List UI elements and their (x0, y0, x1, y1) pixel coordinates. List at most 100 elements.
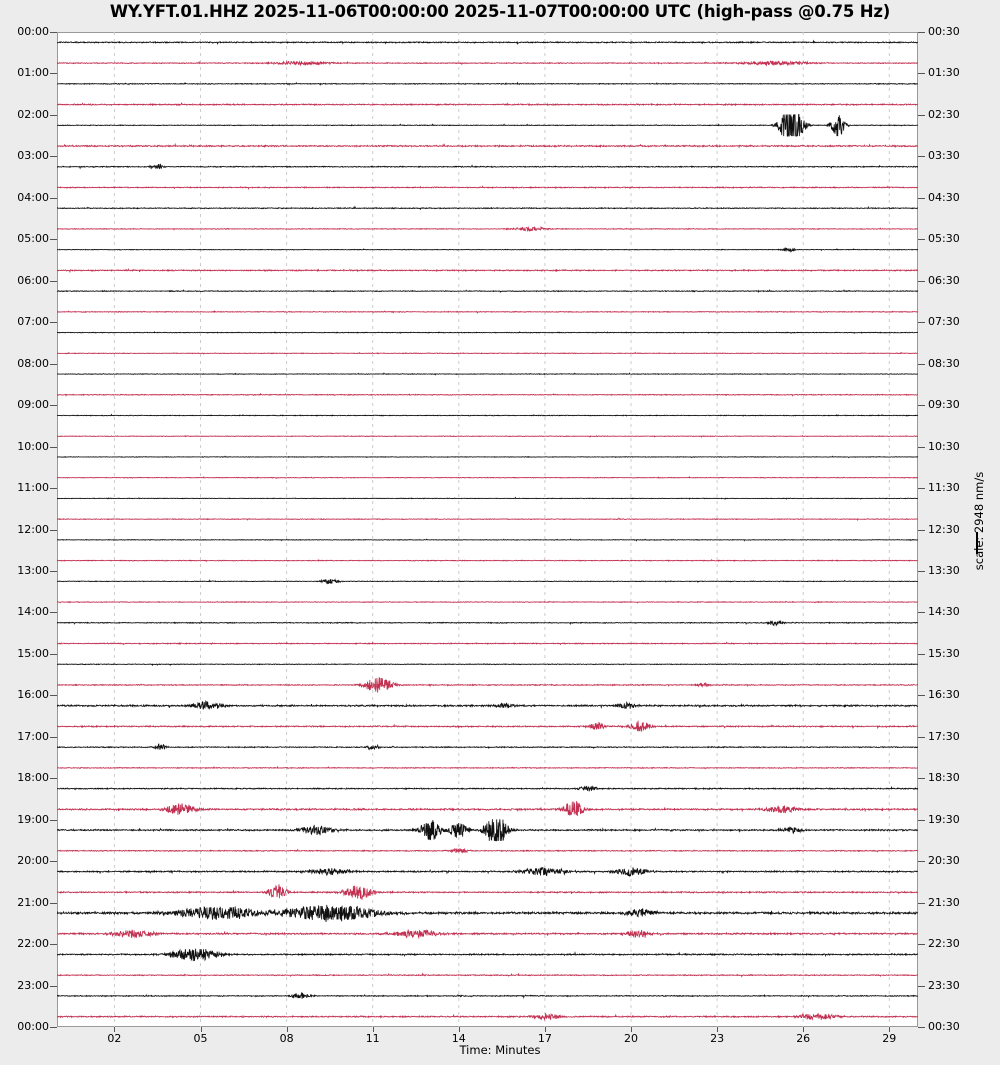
trace-row (57, 539, 918, 541)
x-axis-label: 20 (624, 1032, 638, 1045)
y-axis-tick-right (918, 570, 925, 572)
y-axis-label-left: 20:00 (17, 854, 49, 868)
y-axis-tick-right (918, 778, 925, 780)
seismic-traces (57, 32, 918, 1027)
y-axis-tick-right (918, 861, 925, 863)
y-axis-label-left: 07:00 (17, 315, 49, 329)
y-axis-label-left: 12:00 (17, 522, 49, 536)
y-axis-label-left: 04:00 (17, 190, 49, 204)
y-axis-label-right: 11:30 (928, 481, 960, 495)
y-axis-tick-left (50, 1027, 57, 1028)
y-axis-label-right: 16:30 (928, 688, 960, 702)
x-axis-label: 23 (710, 1032, 725, 1045)
trace-row (57, 767, 918, 769)
x-axis-tick (372, 1027, 374, 1032)
y-axis-label-left: 00:00 (17, 1020, 49, 1033)
y-axis-label-left: 02:00 (17, 107, 49, 121)
y-axis-tick-right (918, 280, 925, 282)
trace-row (57, 643, 918, 645)
y-axis-tick-right (918, 1027, 925, 1028)
helicorder-plot (57, 32, 918, 1027)
x-axis-title: Time: Minutes (459, 1043, 541, 1057)
y-axis-label-right: 00:30 (928, 25, 960, 38)
trace-row (57, 974, 918, 977)
trace-row (57, 144, 918, 147)
y-axis-tick-right (918, 736, 925, 738)
trace-row (57, 61, 918, 65)
x-axis-label: 17 (537, 1032, 552, 1045)
trace-row (57, 786, 918, 791)
y-axis-tick-right (918, 985, 925, 987)
y-axis-tick-right (918, 73, 925, 75)
x-axis-tick (458, 1027, 460, 1032)
y-axis-label-left: 00:00 (17, 25, 49, 38)
y-axis-tick-left (50, 902, 57, 904)
y-axis-label-right: 13:30 (928, 563, 960, 577)
y-axis-tick-left (50, 73, 57, 75)
trace-row (57, 415, 918, 417)
x-axis-tick (717, 1027, 719, 1032)
y-axis-label-left: 22:00 (17, 937, 49, 951)
trace-row (57, 477, 918, 478)
y-axis-tick-left (50, 488, 57, 490)
y-axis-label-right: 17:30 (928, 729, 960, 743)
trace-row (57, 849, 918, 853)
trace-row (57, 373, 918, 375)
y-axis-tick-left (50, 114, 57, 116)
y-axis-label-left: 21:00 (17, 895, 49, 909)
y-axis-tick-left (50, 819, 57, 821)
y-axis-tick-right (918, 197, 925, 199)
y-axis-tick-right (918, 695, 925, 697)
y-axis-label-right: 14:30 (928, 605, 960, 619)
trace-row (57, 227, 918, 231)
y-axis-label-right: 23:30 (928, 978, 960, 992)
y-axis-tick-right (918, 405, 925, 407)
y-axis-tick-left (50, 239, 57, 241)
trace-row (57, 83, 918, 85)
trace-row (57, 164, 918, 169)
y-axis-label-left: 17:00 (17, 729, 49, 743)
y-axis-tick-left (50, 570, 57, 572)
trace-row (57, 498, 918, 500)
trace-row (57, 518, 918, 520)
y-axis-label-left: 10:00 (17, 439, 49, 453)
y-axis-label-left: 19:00 (17, 812, 49, 826)
x-axis-tick (286, 1027, 288, 1032)
y-axis-tick-right (918, 322, 925, 324)
y-axis-tick-left (50, 653, 57, 655)
y-axis-tick-right (918, 114, 925, 116)
y-axis-label-right: 18:30 (928, 771, 960, 785)
scale-label: scale: 2948 nm/s (972, 471, 986, 571)
y-axis-label-right: 09:30 (928, 398, 960, 412)
y-axis-tick-right (918, 819, 925, 821)
x-axis-label: 29 (882, 1032, 897, 1045)
trace-row (57, 579, 918, 584)
y-axis-label-right: 06:30 (928, 273, 960, 287)
y-axis-label-right: 12:30 (928, 522, 960, 536)
trace-row (57, 949, 918, 961)
y-axis-label-right: 07:30 (928, 315, 960, 329)
y-axis-tick-left (50, 280, 57, 282)
y-axis-label-right: 08:30 (928, 356, 960, 370)
y-axis-tick-right (918, 612, 925, 614)
x-axis-label: 26 (796, 1032, 811, 1045)
trace-row (57, 884, 918, 899)
trace-row (57, 930, 918, 938)
y-axis-label-left: 23:00 (17, 978, 49, 992)
trace-row (57, 290, 918, 292)
y-axis-tick-right (918, 446, 925, 448)
amplitude-scale: scale: 2948 nm/s (962, 472, 986, 590)
y-axis-label-left: 14:00 (17, 605, 49, 619)
y-axis-tick-left (50, 985, 57, 987)
x-axis-tick (544, 1027, 546, 1032)
trace-row (57, 744, 918, 750)
trace-row (57, 868, 918, 876)
trace-row (57, 103, 918, 106)
trace-row (57, 621, 918, 625)
trace-row (57, 456, 918, 457)
trace-row (57, 207, 918, 209)
trace-row (57, 721, 918, 732)
y-axis-label-right: 03:30 (928, 149, 960, 163)
y-axis-tick-right (918, 529, 925, 531)
y-axis-label-left: 16:00 (17, 688, 49, 702)
